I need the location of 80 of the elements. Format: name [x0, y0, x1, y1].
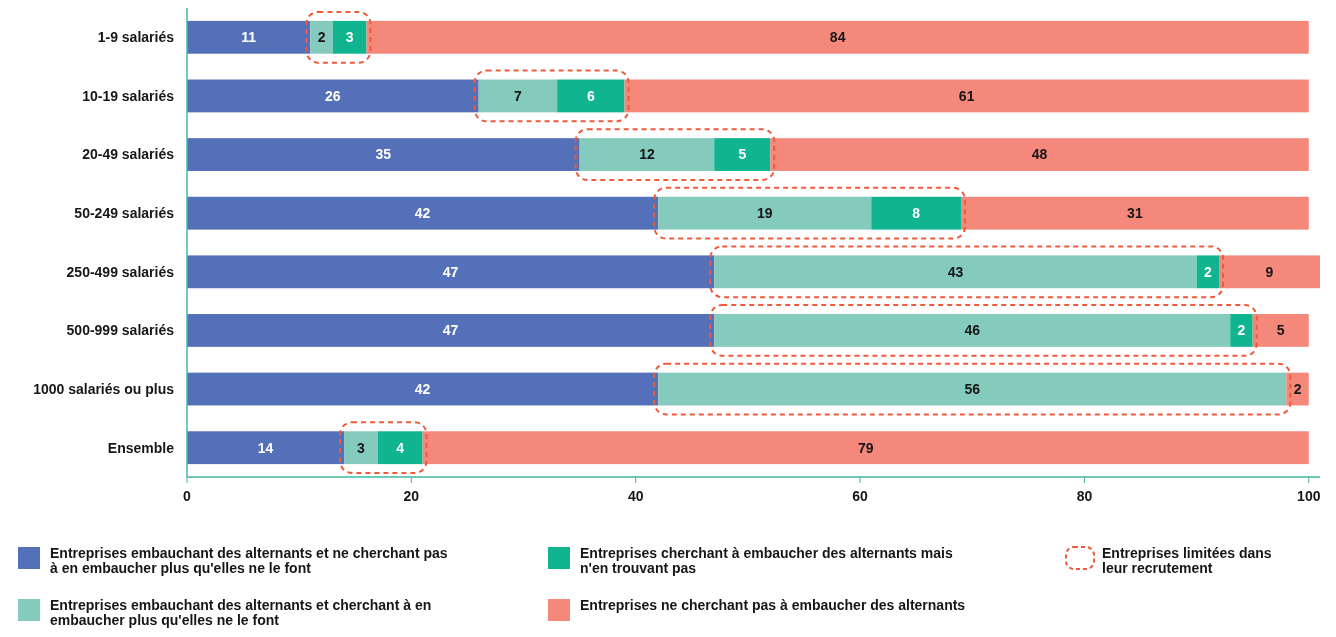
data-label: 19	[756, 205, 773, 222]
data-label: 3	[345, 29, 354, 46]
data-label: 43	[947, 263, 964, 280]
data-label: 6	[586, 87, 595, 104]
data-label: 9	[1265, 263, 1274, 280]
bar	[187, 372, 659, 406]
bar	[187, 314, 715, 347]
bar	[187, 20, 311, 54]
data-label: 84	[829, 29, 846, 46]
data-label: 11	[241, 29, 257, 46]
bar	[1219, 255, 1320, 289]
y-tick-label: 50-249 salariés	[74, 205, 175, 222]
x-tick-label: 0	[183, 488, 192, 504]
y-tick-label: 500-999 salariés	[66, 322, 175, 339]
bar	[422, 431, 1309, 465]
bar	[187, 255, 715, 289]
bar	[1252, 314, 1309, 347]
data-label: 3	[356, 439, 365, 456]
data-label: 26	[325, 87, 341, 104]
data-label: 5	[1276, 322, 1285, 339]
bar	[714, 314, 1231, 347]
legend-label: Entreprises embauchant des alternants et cherchant à en embaucher plus qu'elles ne le font	[50, 597, 432, 628]
data-label: 42	[414, 205, 431, 222]
bar	[478, 79, 558, 113]
data-label: 35	[375, 146, 392, 163]
bar	[658, 196, 872, 230]
data-label: 2	[1293, 380, 1302, 397]
y-tick-label: 250-499 salariés	[66, 263, 175, 280]
y-tick-label: 1-9 salariés	[97, 29, 175, 46]
bar	[1196, 255, 1220, 289]
bar	[1230, 314, 1253, 347]
bar	[332, 20, 367, 54]
y-tick-label: 1000 salariés ou plus	[33, 380, 175, 397]
bar	[714, 138, 771, 171]
data-label: 5	[738, 146, 747, 163]
bar	[579, 138, 715, 171]
bar	[961, 196, 1309, 230]
data-label: 56	[964, 380, 981, 397]
data-label: 79	[857, 439, 874, 456]
bar	[624, 79, 1309, 113]
data-label: 14	[257, 439, 274, 456]
data-label: 12	[639, 146, 655, 163]
bar	[344, 431, 378, 465]
bar	[557, 79, 625, 113]
bar	[377, 431, 423, 465]
bar	[871, 196, 962, 230]
bar	[714, 255, 1197, 289]
x-tick-label: 20	[403, 488, 420, 504]
legend-label: Entreprises cherchant à embaucher des alternants mais n'en trouvant pas	[580, 545, 953, 576]
data-label: 2	[1203, 263, 1212, 280]
data-label: 7	[514, 87, 523, 104]
data-label: 47	[442, 263, 459, 280]
bar	[187, 431, 345, 465]
legend-label: Entreprises embauchant des alternants et ne cherchant pas à en embaucher plus qu'elles ne le font	[50, 545, 448, 576]
text: Entreprises limitées dans leur recrutement	[1102, 545, 1272, 576]
bar	[310, 20, 333, 54]
data-label: 31	[1127, 205, 1143, 222]
x-tick-label: 100	[1297, 488, 1321, 504]
data-label: 2	[1237, 322, 1246, 339]
data-label: 2	[317, 29, 326, 46]
bar	[187, 196, 659, 230]
y-tick-label: 20-49 salariés	[82, 146, 175, 163]
bar	[658, 372, 1287, 406]
x-tick-label: 60	[852, 488, 869, 504]
data-label: 8	[912, 205, 921, 222]
bar	[187, 138, 580, 171]
data-label: 46	[964, 322, 981, 339]
legend-label: Entreprises ne cherchant pas à embaucher des alternants	[580, 597, 966, 613]
bar	[770, 138, 1309, 171]
x-tick-label: 80	[1076, 488, 1093, 504]
bar	[187, 79, 479, 113]
bar	[366, 20, 1309, 54]
data-label: 4	[396, 439, 405, 456]
y-tick-label: 10-19 salariés	[82, 87, 175, 104]
data-label: 47	[442, 322, 459, 339]
data-label: 42	[414, 380, 431, 397]
x-tick-label: 40	[627, 488, 644, 504]
data-label: 61	[958, 87, 975, 104]
data-label: 48	[1031, 146, 1048, 163]
y-tick-label: Ensemble	[107, 439, 175, 456]
